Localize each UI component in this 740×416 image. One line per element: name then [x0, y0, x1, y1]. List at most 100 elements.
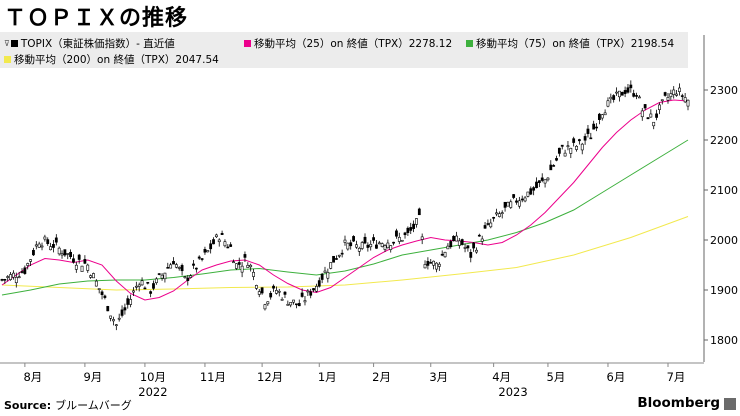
- candle-body: [117, 317, 121, 320]
- candle-body: [357, 248, 361, 252]
- bloomberg-logo-icon: [724, 398, 736, 410]
- candle-body: [89, 275, 93, 278]
- candle-body: [77, 254, 81, 260]
- brand-name: Bloomberg: [637, 395, 720, 411]
- candle-body: [543, 179, 547, 184]
- candle-body: [160, 274, 164, 279]
- candle-body: [509, 201, 513, 208]
- candle-body: [332, 255, 335, 263]
- candle-body: [260, 287, 264, 294]
- candle-body: [592, 123, 596, 130]
- candle-body: [360, 242, 364, 249]
- candle-body: [277, 290, 281, 293]
- candle-body: [103, 295, 107, 298]
- candle-body: [12, 272, 15, 278]
- candle-body: [94, 280, 98, 287]
- candle-body: [52, 244, 55, 248]
- candle-body: [226, 246, 230, 249]
- candle-body: [200, 258, 204, 260]
- candle-body: [437, 263, 441, 267]
- candle-body: [214, 234, 218, 238]
- candle-body: [652, 121, 656, 127]
- candle-body: [352, 236, 355, 242]
- candle-body: [475, 249, 478, 253]
- candle-body: [272, 285, 275, 289]
- candle-body: [409, 227, 413, 231]
- candle-body: [57, 247, 61, 255]
- candle-body: [517, 200, 521, 207]
- candle-body: [66, 253, 70, 255]
- candle-body: [678, 87, 681, 92]
- candle-body: [283, 291, 287, 295]
- candle-body: [229, 244, 233, 247]
- candle-body: [363, 236, 367, 244]
- candle-body: [237, 262, 241, 265]
- candle-body: [638, 96, 641, 99]
- candle-body: [166, 267, 170, 269]
- candle-body: [49, 246, 52, 251]
- candle-body: [526, 191, 530, 197]
- candle-body: [675, 93, 678, 96]
- source-text: ブルームバーグ: [55, 399, 132, 412]
- candle-body: [520, 198, 524, 201]
- candle-body: [9, 274, 12, 280]
- candle-body: [217, 239, 221, 243]
- candle-body: [69, 251, 73, 258]
- legend-item-topix: ⊽ TOPIX（東証株価指数）- 直近値: [4, 36, 175, 51]
- candle-body: [600, 114, 604, 119]
- candle-body: [143, 287, 147, 290]
- candle-body: [455, 235, 458, 242]
- candle-body: [152, 283, 155, 289]
- candle-body: [72, 258, 75, 263]
- candle-body: [512, 194, 516, 198]
- candle-body: [666, 97, 670, 101]
- candle-body: [3, 278, 7, 281]
- candle-body: [46, 239, 50, 244]
- candle-body: [617, 90, 621, 98]
- x-tick-label: 12月: [257, 370, 283, 384]
- x-tick-label: 8月: [23, 370, 42, 384]
- candle-body: [97, 288, 101, 290]
- candle-body: [292, 299, 295, 303]
- candle-body: [232, 261, 235, 264]
- candle-body: [392, 241, 395, 244]
- candle-body: [92, 273, 95, 279]
- candle-body: [154, 278, 158, 284]
- y-tick-label: 2200: [710, 134, 738, 147]
- candle-body: [274, 290, 278, 294]
- candle-body: [189, 275, 193, 278]
- candle-body: [355, 244, 358, 248]
- candle-body: [14, 277, 18, 284]
- candle-body: [472, 242, 476, 249]
- candle-body: [372, 237, 375, 241]
- candle-body: [346, 242, 350, 250]
- candle-body: [440, 253, 444, 256]
- candle-body: [26, 263, 30, 266]
- candle-body: [120, 309, 124, 316]
- candle-body: [532, 187, 536, 191]
- candle-body: [129, 299, 133, 305]
- candle-body: [343, 239, 347, 243]
- candle-body: [560, 144, 564, 147]
- candle-body: [497, 213, 501, 217]
- candle-body: [183, 276, 187, 279]
- candle-body: [29, 259, 32, 262]
- y-tick-label: 2100: [710, 184, 738, 197]
- candle-body: [397, 236, 401, 242]
- candle-body: [412, 223, 416, 229]
- candle-body: [109, 315, 113, 319]
- candle-body: [63, 249, 67, 256]
- legend-swatch-ma75: [466, 40, 473, 47]
- candle-body: [655, 113, 658, 118]
- x-tick-label: 3月: [429, 370, 448, 384]
- candle-body: [315, 286, 318, 292]
- candle-body: [203, 249, 207, 253]
- legend-label-ma25: 移動平均（25）on 終値（TPX）2278.12: [254, 38, 453, 50]
- candle-body: [60, 253, 64, 256]
- candle-body: [194, 267, 198, 270]
- candle-body: [649, 113, 653, 118]
- candle-body: [280, 299, 284, 301]
- legend: ⊽ TOPIX（東証株価指数）- 直近値 移動平均（25）on 終値（TPX）2…: [0, 32, 688, 68]
